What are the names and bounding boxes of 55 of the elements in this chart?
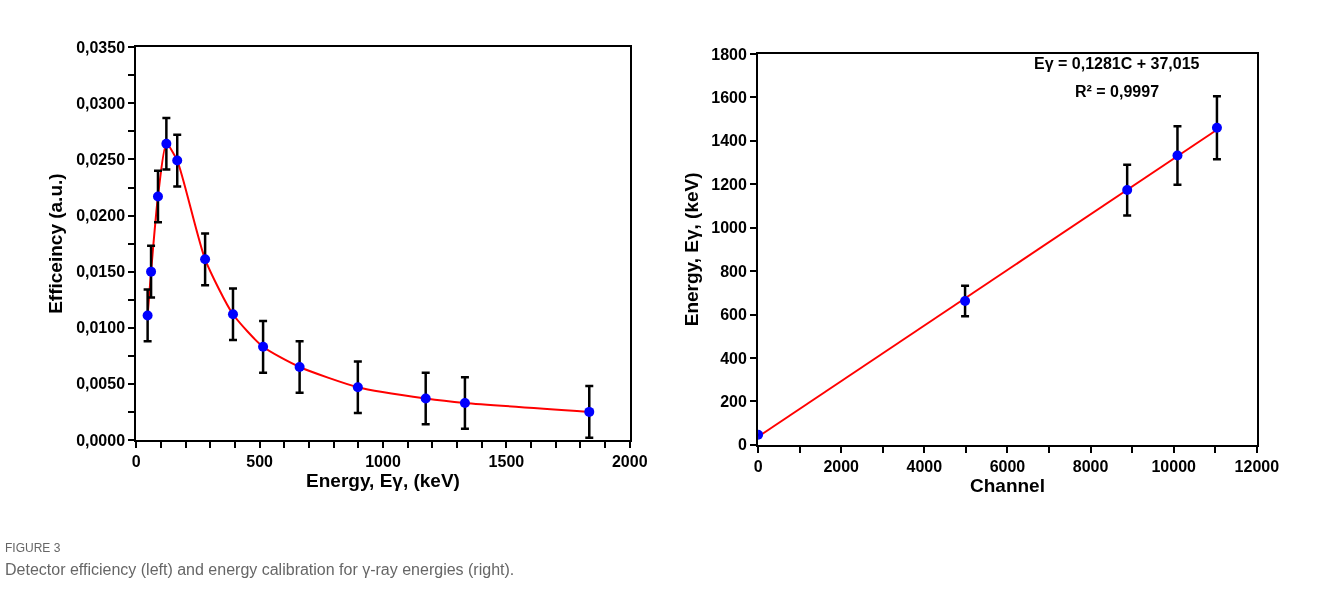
x-tick-label: 0 [753,458,763,475]
x-axis-title: Energy, Eγ, (keV) [306,470,460,492]
point [584,406,595,417]
x-tick-label: 6000 [989,458,1026,475]
point [142,310,153,321]
y-tick-label: 0,0200 [76,207,126,225]
y-axis-title: Energy, Eγ, (keV) [680,172,702,327]
x-tick-label: 1000 [365,453,401,471]
x-tick-label: 500 [246,453,274,471]
x-tick-label: 8000 [1072,458,1109,475]
y-tick-label: 1800 [711,45,747,63]
x-tick-label: 0 [131,453,141,471]
y-tick-label: 200 [720,392,747,410]
y-tick-label: 1200 [711,175,747,193]
caption: FIGURE 3 [5,541,61,555]
y-tick-label: 0,0000 [76,431,126,449]
y-tick-label: 0,0300 [76,94,126,112]
point [146,266,157,277]
point [294,362,305,373]
y-tick-label: 0,0350 [76,38,126,56]
x-tick-label: 2000 [611,453,648,471]
y-tick-label: 600 [720,306,747,324]
y-tick-label: 1600 [711,88,747,106]
point [1172,150,1183,161]
x-axis-title: Channel [969,475,1045,496]
point [1211,122,1222,133]
point [172,155,183,166]
x-tick-label: 10000 [1151,458,1197,475]
x-tick-label: 2000 [823,458,860,475]
point [152,191,163,202]
y-tick-label: 0,0250 [76,151,126,169]
point [960,296,971,307]
x-tick-label: 1500 [488,453,525,471]
y-axis-title: Efficeincy (a.u.) [45,173,67,314]
point [258,341,269,352]
text: Detector efficiency (left) and energy calibration for γ-ray energies (right). [5,561,515,578]
y-tick-label: 0 [737,436,747,454]
point [161,138,172,149]
annotation: Eγ = 0,1281C + 37,015 [1034,55,1200,72]
point [1122,185,1133,196]
x-tick-label: 12000 [1234,458,1280,475]
y-tick-label: 0,0150 [76,263,126,281]
y-tick-label: 1000 [711,219,747,237]
y-tick-label: 1400 [711,132,747,150]
point [420,393,431,404]
x-tick-label: 4000 [906,458,943,475]
point [227,309,238,320]
y-tick-label: 400 [720,349,747,367]
y-tick-label: 0,0050 [76,375,126,393]
point [459,397,470,408]
annotation: R² = 0,9997 [1075,83,1160,100]
y-tick-label: 0,0100 [76,319,126,337]
y-tick-label: 800 [720,262,747,280]
point [200,254,211,265]
point [352,382,363,393]
